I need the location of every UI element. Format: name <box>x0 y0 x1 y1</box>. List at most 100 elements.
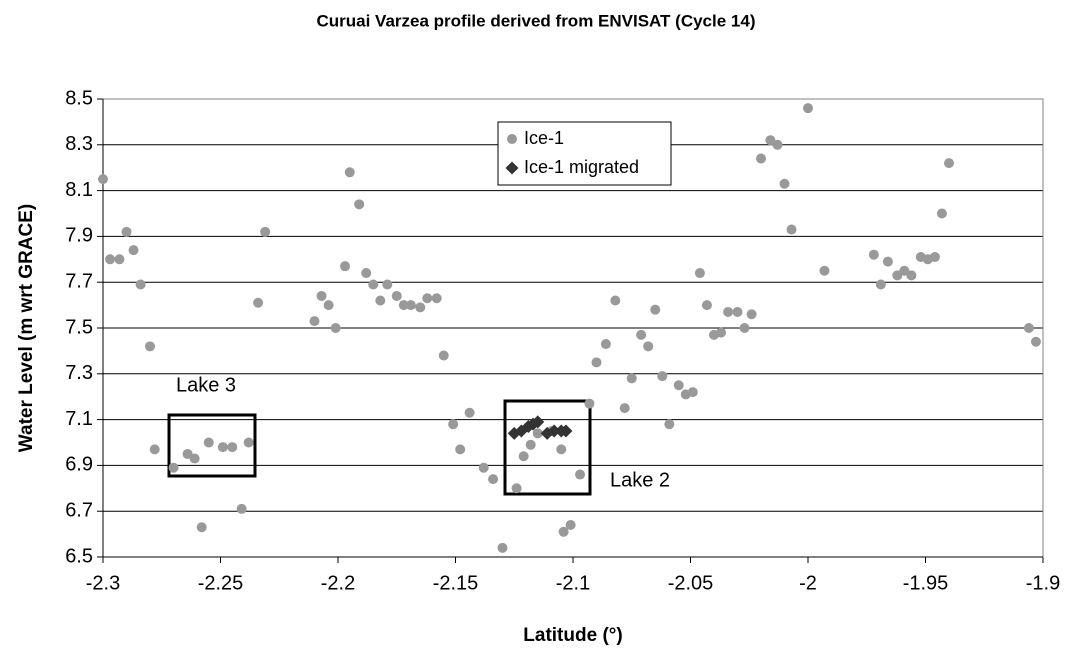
point <box>309 316 320 327</box>
point <box>619 403 630 414</box>
x-tick-label: -2.25 <box>198 572 244 594</box>
point <box>217 442 228 453</box>
point <box>1030 336 1041 347</box>
y-tick-label: 8.1 <box>65 179 93 201</box>
point <box>636 329 647 340</box>
point <box>361 268 372 279</box>
point <box>448 419 459 430</box>
point <box>431 293 442 304</box>
legend-label: Ice-1 <box>524 128 564 148</box>
y-tick-label: 7.3 <box>65 362 93 384</box>
point <box>114 254 125 265</box>
legend-marker <box>507 134 517 144</box>
point <box>664 419 675 430</box>
x-tick-label: -1.95 <box>903 572 949 594</box>
point <box>227 442 238 453</box>
point <box>316 290 327 301</box>
point <box>584 398 595 409</box>
point <box>464 407 475 418</box>
point <box>323 300 334 311</box>
point <box>868 249 879 260</box>
point <box>145 341 155 352</box>
point <box>497 542 508 553</box>
point <box>340 261 351 272</box>
point <box>819 265 830 276</box>
point <box>929 252 940 263</box>
y-tick-label: 7.7 <box>65 270 93 292</box>
point <box>944 158 954 169</box>
point <box>575 469 586 480</box>
point <box>518 451 529 462</box>
x-tick-label: -2.1 <box>556 572 590 594</box>
y-tick-label: 8.3 <box>65 133 93 155</box>
point <box>455 444 466 455</box>
y-tick-label: 7.5 <box>65 316 93 338</box>
point <box>525 439 536 450</box>
point <box>128 245 139 256</box>
point <box>875 279 886 290</box>
point <box>786 224 797 235</box>
point <box>135 279 146 290</box>
legend-marker <box>505 161 519 175</box>
point <box>196 522 207 533</box>
x-tick-label: -2.3 <box>86 572 120 594</box>
point <box>694 268 705 279</box>
point <box>657 371 668 382</box>
point <box>756 153 766 164</box>
point <box>723 306 734 317</box>
point <box>650 304 661 315</box>
x-tick-label: -2.05 <box>668 572 714 594</box>
point <box>354 199 365 210</box>
point <box>779 178 790 189</box>
point <box>882 256 893 267</box>
point <box>899 265 910 276</box>
point <box>330 323 341 333</box>
point <box>260 226 271 237</box>
point <box>405 300 416 311</box>
point <box>182 448 193 459</box>
point <box>673 380 684 391</box>
point <box>772 139 783 150</box>
annotation: Lake 2 <box>610 469 670 491</box>
point <box>121 226 132 237</box>
point <box>565 519 576 530</box>
y-tick-label: 6.7 <box>65 499 93 521</box>
point <box>892 270 903 281</box>
legend-label: Ice-1 migrated <box>524 157 639 177</box>
y-tick-label: 6.9 <box>65 454 93 476</box>
point <box>701 300 712 311</box>
point <box>531 415 545 429</box>
legend-box <box>497 121 672 186</box>
point <box>906 270 917 281</box>
point <box>478 462 489 473</box>
lake-box <box>167 413 257 478</box>
point <box>243 437 254 448</box>
point <box>732 306 743 317</box>
point <box>253 297 264 308</box>
y-tick-label: 8.5 <box>65 87 93 109</box>
point <box>438 350 449 361</box>
point <box>558 526 569 537</box>
lake-box <box>503 399 592 496</box>
point <box>375 295 386 306</box>
point <box>716 327 727 338</box>
point <box>511 483 522 494</box>
point <box>687 387 698 398</box>
x-tick-label: -2.15 <box>433 572 479 594</box>
y-tick-label: 7.1 <box>65 408 93 430</box>
point <box>149 444 160 455</box>
point <box>422 293 433 304</box>
point <box>746 309 757 320</box>
y-tick-label: 7.9 <box>65 225 93 247</box>
point <box>488 474 499 485</box>
point <box>559 424 573 438</box>
point <box>600 339 611 350</box>
point <box>203 437 214 448</box>
y-tick-label: 6.5 <box>65 545 93 567</box>
point <box>556 444 567 455</box>
point <box>236 503 247 514</box>
chart-title: Curuai Varzea profile derived from ENVIS… <box>317 11 756 30</box>
point <box>610 295 621 306</box>
